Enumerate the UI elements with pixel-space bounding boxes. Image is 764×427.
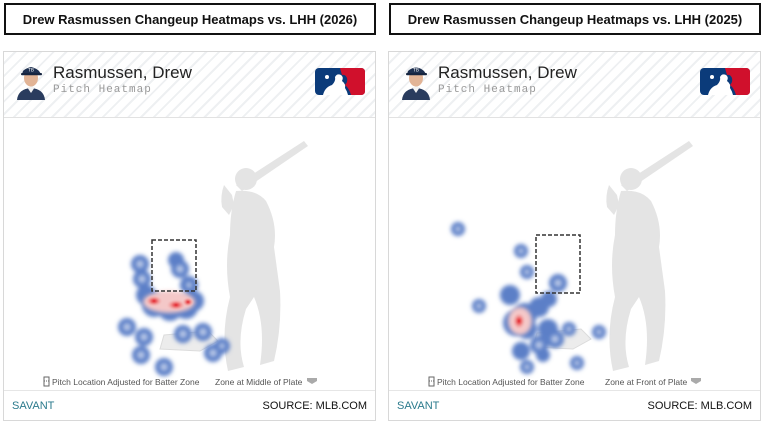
panel-title-2026: Drew Rasmussen Changeup Heatmaps vs. LHH… [4,3,376,35]
player-name: Rasmussen, Drew [53,63,192,82]
adjust-icon [428,376,435,387]
panel-title-2025: Drew Rasmussen Changeup Heatmaps vs. LHH… [389,3,761,35]
player-avatar: TB [402,67,430,100]
pitch-heatmap-plot: Pitch Location Adjusted for Batter Zone … [43,141,317,387]
source-label: SOURCE: MLB.COM [647,400,752,412]
plate-icon [691,378,701,384]
chart-subtitle: Pitch Heatmap [438,84,537,96]
savant-link[interactable]: SAVANT [397,400,440,412]
card-header: TB Rasmussen, Drew Pitch Heatmap [4,52,375,118]
adjust-note: Pitch Location Adjusted for Batter Zone [52,377,200,387]
adjust-note: Pitch Location Adjusted for Batter Zone [437,377,585,387]
pitch-heatmap-plot: Pitch Location Adjusted for Batter Zone … [428,141,701,387]
source-label: SOURCE: MLB.COM [262,400,367,412]
zone-note: Zone at Front of Plate [605,377,687,387]
heat-region-hot [508,307,532,335]
player-avatar: TB [17,67,45,100]
plate-icon [307,378,317,384]
svg-text:TB: TB [412,68,419,74]
card-footer: SAVANT SOURCE: MLB.COM [4,390,375,420]
strike-zone [535,234,581,294]
svg-text:TB: TB [27,68,34,74]
heat-region-cold [451,222,606,374]
adjust-icon [43,376,50,387]
heatmap-card-2025: TB Rasmussen, Drew Pitch Heatmap [388,51,761,421]
heatmap-card-2026: TB Rasmussen, Drew Pitch Heatmap [3,51,376,421]
card-header: TB Rasmussen, Drew Pitch Heatmap [389,52,760,118]
savant-link[interactable]: SAVANT [12,400,55,412]
chart-subtitle: Pitch Heatmap [53,84,152,96]
strike-zone [151,239,197,292]
batter-silhouette [606,141,693,371]
card-footer: SAVANT SOURCE: MLB.COM [389,390,760,420]
player-name: Rasmussen, Drew [438,63,577,82]
mlb-logo-icon [315,68,365,95]
mlb-logo-icon [700,68,750,95]
batter-silhouette [221,141,308,371]
heat-region-hot [143,291,195,313]
zone-note: Zone at Middle of Plate [215,377,303,387]
heat-region-cold [118,252,230,376]
